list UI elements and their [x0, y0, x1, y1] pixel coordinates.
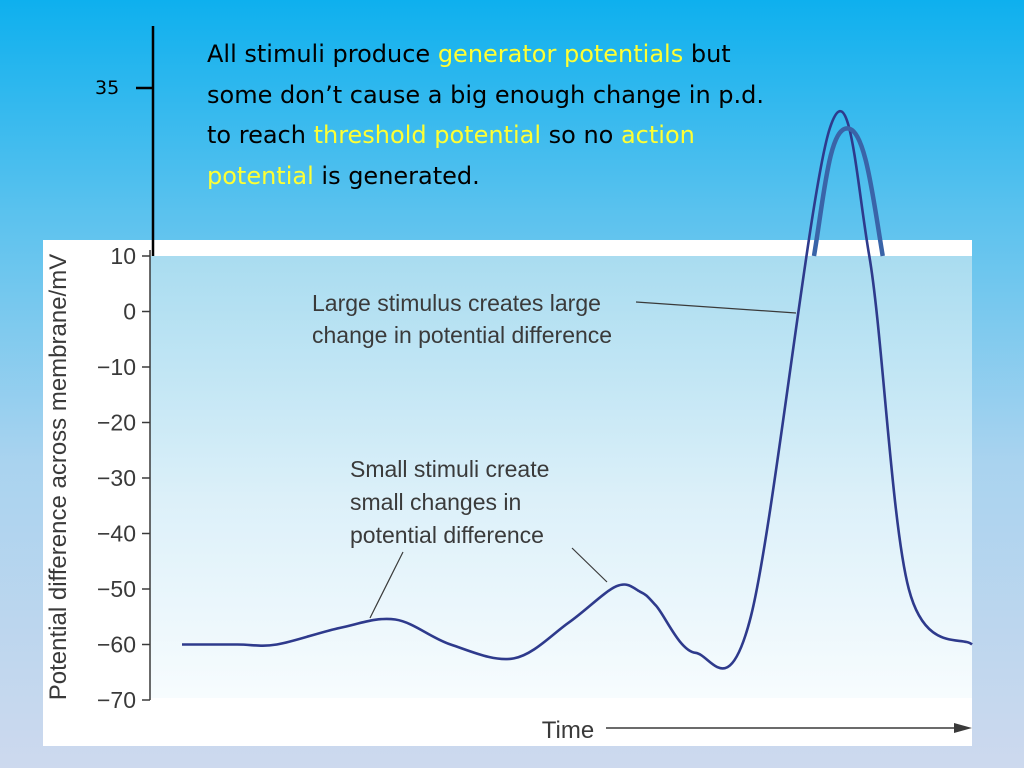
action-potential-peak	[811, 126, 885, 257]
y-ticks: 10 0 −10 −20 −30 −40 −50 −60 −70	[97, 243, 150, 713]
highlight-generator-potentials: generator potentials	[437, 40, 684, 68]
y-tick-label: 0	[123, 299, 136, 325]
y-tick-label: −50	[97, 576, 136, 602]
y-tick-label: −70	[97, 687, 136, 713]
y-axis-label: Potential difference across membrane/mV	[45, 254, 72, 700]
callout-text: All stimuli produce generator potentials…	[207, 34, 787, 196]
small-stimuli-leader-1	[369, 551, 404, 619]
large-stimulus-leader	[635, 301, 797, 314]
small-stimuli-note-line-3: potential difference	[350, 522, 544, 548]
y-tick-label: −60	[97, 632, 136, 658]
plot-area	[150, 256, 972, 698]
callout-part-1: All stimuli produce	[207, 40, 438, 68]
small-stimuli-note-line-2: small changes in	[350, 489, 521, 515]
small-stimuli-note-line-1: Small stimuli create	[350, 456, 549, 482]
y-tick-label: 10	[110, 243, 136, 269]
time-arrow-head	[954, 723, 972, 733]
y-tick-label: −10	[97, 354, 136, 380]
y-tick-label: −20	[97, 410, 136, 436]
highlight-action-potential: action potential	[207, 121, 695, 190]
small-stimuli-leader-2	[571, 547, 608, 583]
x-axis-label: Time	[542, 717, 594, 744]
large-stimulus-note-line-2: change in potential difference	[312, 322, 612, 348]
y-tick-label: −40	[97, 521, 136, 547]
y-tick-label: −30	[97, 465, 136, 491]
callout-part-4: is generated.	[313, 161, 480, 190]
highlight-threshold-potential: threshold potential	[313, 121, 541, 149]
extended-axis-tick-label: 35	[95, 77, 120, 99]
callout-part-3: so no	[541, 121, 621, 149]
membrane-potential-curve	[182, 109, 973, 670]
large-stimulus-note-line-1: Large stimulus creates large	[312, 290, 601, 316]
callout-part-2: but some don’t cause a big enough change…	[207, 40, 765, 149]
